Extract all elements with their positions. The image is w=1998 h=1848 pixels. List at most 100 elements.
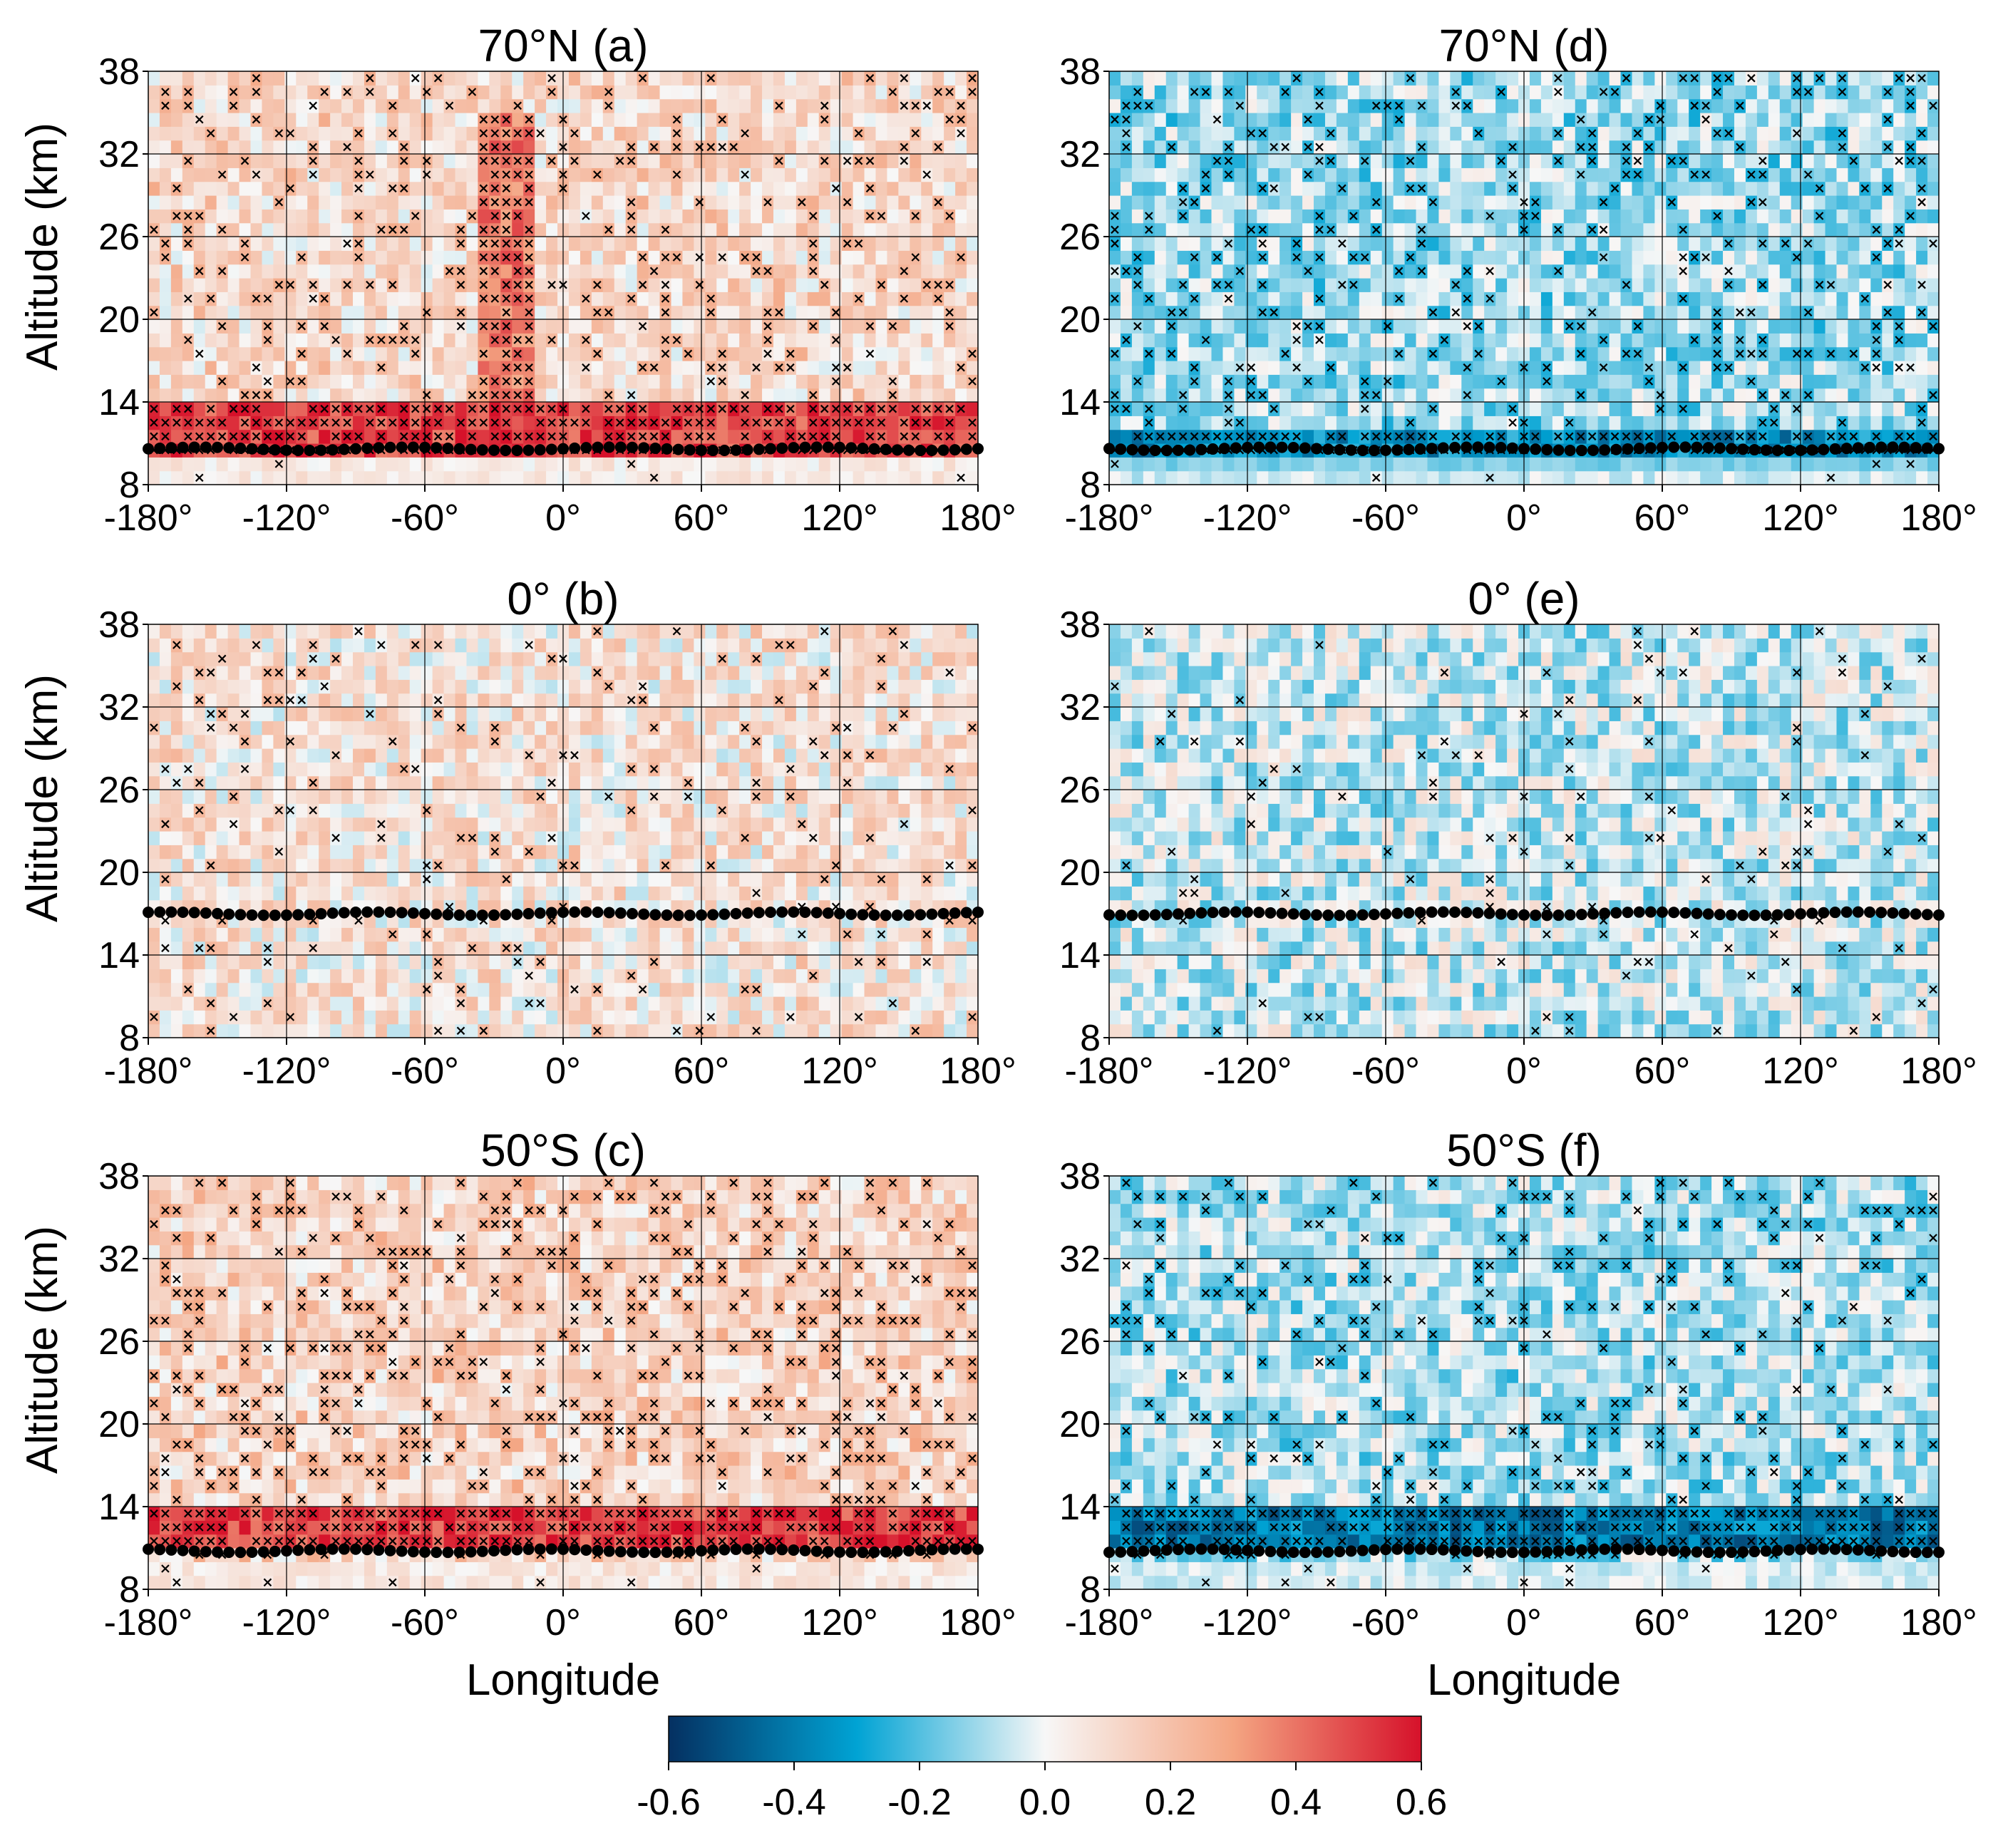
heatmap-cell [682,955,694,969]
heatmap-cell [784,693,797,708]
heatmap-cell [864,291,877,306]
heatmap-cell [841,1023,854,1038]
heatmap-cell [580,762,592,777]
heatmap-cell [671,734,684,749]
heatmap-cell [273,1010,285,1025]
heatmap-cell [535,333,547,348]
heatmap-cell [728,651,740,666]
heatmap-cell [375,955,388,969]
heatmap-cell [853,388,865,403]
heatmap-cell [409,886,422,901]
heatmap-cell [659,113,672,127]
heatmap-cell [353,941,365,956]
heatmap-cell [773,927,786,942]
heatmap-cell [602,927,615,942]
heatmap-cell [341,195,354,210]
heatmap-cell [795,154,808,168]
heatmap-cell [568,85,581,100]
heatmap-cell [227,113,240,127]
heatmap-cell [625,734,638,749]
heatmap-cell [227,415,240,430]
heatmap-cell [398,721,411,735]
heatmap-cell [716,941,728,956]
heatmap-cell [853,1023,865,1038]
significance-cross [354,253,363,262]
heatmap-cell [455,291,468,306]
heatmap-cell [568,361,581,375]
heatmap-cell [432,734,445,749]
significance-cross [502,363,511,372]
heatmap-cell [512,982,524,997]
heatmap-cell [944,140,956,155]
heatmap-cell [921,195,933,210]
heatmap-cell [512,319,524,334]
heatmap-cell [353,388,365,403]
heatmap-cell [273,638,285,653]
heatmap-cell [193,361,206,375]
heatmap-cell [330,803,342,818]
heatmap-cell [784,278,797,292]
heatmap-cell [875,319,888,334]
heatmap-cell [864,140,877,155]
heatmap-cell [307,927,319,942]
heatmap-cell [864,85,877,100]
heatmap-cell [216,927,229,942]
heatmap-cell [580,222,592,237]
gridlines-a [148,71,978,485]
heatmap-cell [898,624,910,639]
heatmap-cell [353,748,365,763]
heatmap-cell [284,470,297,485]
heatmap-cell [818,319,831,334]
heatmap-cell [967,140,979,155]
heatmap-cell [353,457,365,472]
heatmap-cell [921,679,933,694]
heatmap-cell [512,457,524,472]
heatmap-cell [568,941,581,956]
heatmap-cell [864,721,877,735]
heatmap-cell [671,707,684,721]
heatmap-cell [864,955,877,969]
heatmap-cell [568,803,581,818]
heatmap-cell [409,858,422,873]
significance-cross [195,267,204,276]
heatmap-cell [341,470,354,485]
heatmap-cell [193,721,206,735]
heatmap-cell [637,941,649,956]
heatmap-cell [591,707,604,721]
heatmap-cell [443,941,456,956]
heatmap-cell [728,666,740,680]
heatmap-cell [296,126,308,141]
significance-cross [422,308,431,317]
heatmap-cell [932,388,944,403]
heatmap-cell [319,858,331,873]
heatmap-cell [284,85,297,100]
heatmap-cell [637,98,649,113]
heatmap-cell [330,140,342,155]
heatmap-cell [421,333,433,348]
heatmap-cell [193,624,206,639]
heatmap-cell [716,237,728,251]
heatmap-cell [921,817,933,832]
heatmap-cell [728,927,740,942]
heatmap-cell [319,346,331,361]
heatmap-cell [546,181,558,196]
heatmap-cell [148,982,160,997]
heatmap-cell [818,693,831,708]
heatmap-cell [398,278,411,292]
heatmap-cell [386,872,399,887]
heatmap-cell [659,651,672,666]
heatmap-cell [739,470,751,485]
heatmap-cell [705,181,717,196]
significance-cross [274,197,284,207]
heatmap-cell [807,624,820,639]
heatmap-cell [864,638,877,653]
heatmap-cell [432,666,445,680]
heatmap-cell [728,85,740,100]
heatmap-cell [784,291,797,306]
heatmap-cell [728,278,740,292]
heatmap-cell [239,113,252,127]
heatmap-cell [216,693,229,708]
heatmap-cell [682,651,694,666]
heatmap-cell [784,154,797,168]
heatmap-cell [671,790,684,804]
